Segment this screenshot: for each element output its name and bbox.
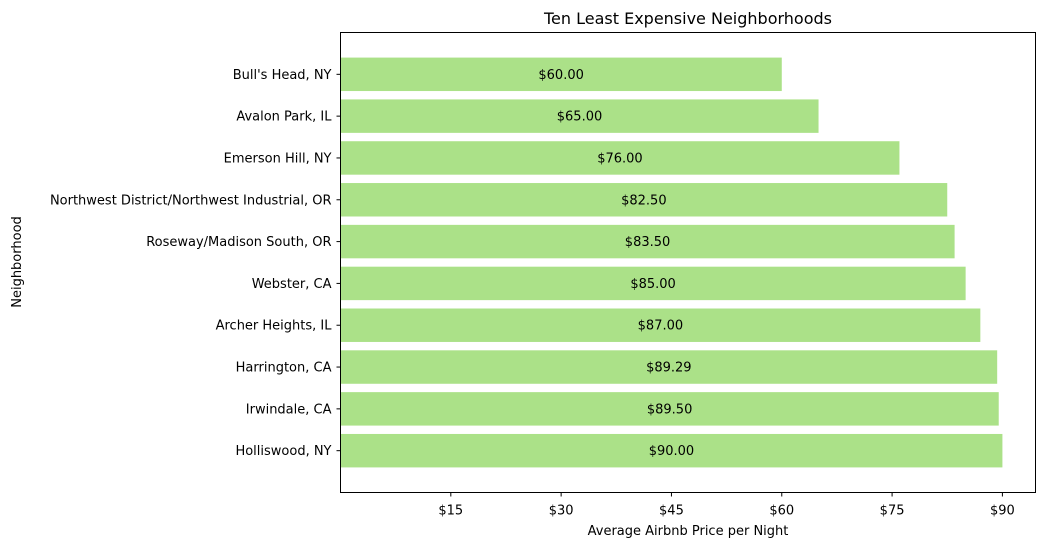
bar-value-label: $76.00	[597, 151, 643, 166]
bar-value-label: $89.50	[647, 402, 693, 417]
y-tick-label: Northwest District/Northwest Industrial,…	[50, 193, 332, 208]
y-tick-label: Webster, CA	[252, 277, 332, 292]
x-tick-label: $60	[769, 504, 794, 519]
bar	[340, 350, 998, 384]
bar	[340, 224, 955, 259]
bar	[340, 141, 900, 175]
x-tick-label: $75	[880, 504, 905, 519]
bar	[340, 433, 1003, 468]
plot-frame	[340, 32, 1036, 493]
bar	[340, 57, 782, 92]
bar	[340, 99, 819, 133]
y-tick-label: Avalon Park, IL	[236, 110, 332, 125]
bar-value-label: $82.50	[621, 193, 667, 208]
y-tick-label: Bull's Head, NY	[233, 68, 332, 83]
bar	[340, 308, 981, 342]
y-tick-label: Emerson Hill, NY	[224, 151, 332, 166]
y-tick-label: Irwindale, CA	[246, 402, 332, 417]
bar-value-label: $87.00	[638, 319, 684, 334]
bar-value-label: $83.50	[625, 235, 671, 250]
y-axis: Bull's Head, NY Avalon Park, IL Emerson Hi…	[50, 68, 341, 459]
x-tick-label: $15	[438, 504, 463, 519]
bar	[340, 183, 948, 217]
bar-value-label: $90.00	[649, 444, 695, 459]
x-axis: $15 $30 $45 $60 $75 $90	[438, 492, 1015, 519]
y-tick-label: Archer Heights, IL	[216, 319, 333, 334]
x-axis-title: Average Airbnb Price per Night	[588, 524, 789, 539]
bars-group	[340, 57, 1003, 468]
y-tick-label: Holliswood, NY	[235, 444, 331, 459]
bar-value-label: $85.00	[630, 277, 676, 292]
chart-title: Ten Least Expensive Neighborhoods	[543, 9, 832, 28]
y-tick-label: Roseway/Madison South, OR	[146, 235, 331, 250]
x-tick-label: $45	[659, 504, 684, 519]
x-tick-label: $30	[549, 504, 574, 519]
bar-value-label: $60.00	[538, 68, 584, 83]
bar	[340, 266, 966, 301]
bar-value-label: $89.29	[646, 361, 692, 376]
bar-labels-group: $60.00 $65.00 $76.00 $82.50 $83.50 $85.00 $87.…	[538, 68, 694, 459]
y-tick-label: Harrington, CA	[236, 361, 332, 376]
y-axis-title: Neighborhood	[10, 216, 25, 308]
bar-value-label: $65.00	[557, 110, 603, 125]
x-tick-label: $90	[990, 504, 1015, 519]
bar	[340, 392, 999, 426]
